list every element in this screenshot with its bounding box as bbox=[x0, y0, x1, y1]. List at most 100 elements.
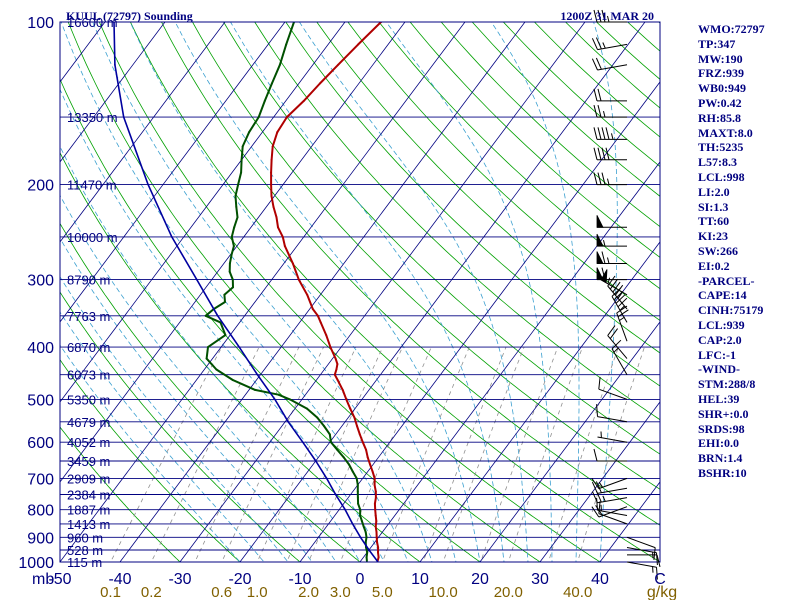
mixing-ratio-line bbox=[480, 346, 559, 562]
mixing-ratio-label: 10.0 bbox=[428, 584, 457, 600]
dewpoint-profile-segment bbox=[357, 502, 362, 511]
parcel-profile-segment bbox=[351, 523, 362, 539]
pressure-tick-label: 300 bbox=[27, 273, 54, 290]
parcel-profile-segment bbox=[147, 183, 173, 238]
dewpoint-profile-segment bbox=[342, 456, 351, 466]
dewpoint-profile-segment bbox=[293, 22, 296, 23]
moist-adiabat-line bbox=[60, 194, 337, 562]
height-label: 13350 m bbox=[67, 110, 118, 125]
sounding-index-item: PW:0.42 bbox=[698, 95, 742, 110]
wind-barb bbox=[611, 287, 628, 323]
wind-barb bbox=[593, 448, 627, 462]
wind-barb bbox=[627, 554, 661, 568]
wind-barb bbox=[593, 9, 627, 23]
temperature-profile-segment bbox=[316, 314, 322, 324]
isotherm-line bbox=[60, 22, 406, 483]
sounding-index-item: -WIND- bbox=[698, 362, 740, 377]
mixing-ratio-line bbox=[150, 346, 260, 562]
isotherm-line bbox=[479, 321, 660, 562]
sounding-index-item: LI:2.0 bbox=[698, 184, 730, 199]
height-label: 6870 m bbox=[67, 340, 110, 355]
parcel-profile-segment bbox=[334, 493, 347, 511]
dewpoint-profile-segment bbox=[219, 321, 227, 337]
dewpoint-profile-segment bbox=[230, 235, 235, 248]
dewpoint-profile-segment bbox=[207, 334, 227, 349]
dewpoint-profile-group bbox=[204, 22, 369, 562]
temperature-profile-segment bbox=[373, 496, 377, 505]
parcel-profile-segment bbox=[359, 536, 370, 551]
wind-barb bbox=[598, 376, 628, 400]
mixing-ratio-label: 3.0 bbox=[330, 584, 351, 600]
moist-adiabat-line bbox=[129, 22, 457, 562]
mixing-ratio-unit-label: g/kg bbox=[647, 584, 677, 600]
sounding-index-item: SHR+:0.0 bbox=[698, 406, 749, 421]
temperature-tick-label: -10 bbox=[288, 571, 311, 588]
wind-barb bbox=[593, 127, 627, 140]
isotherm-line bbox=[60, 22, 226, 243]
sounding-index-item: TH:5235 bbox=[698, 140, 744, 155]
height-label: 16600 m bbox=[67, 15, 118, 30]
sounding-index-item: CAP:2.0 bbox=[698, 332, 742, 347]
height-label: 10000 m bbox=[67, 230, 118, 245]
temperature-profile-segment bbox=[319, 321, 328, 337]
temperature-profile-segment bbox=[345, 398, 352, 410]
sounding-index-item: EI:0.2 bbox=[698, 258, 730, 273]
parcel-profile-segment bbox=[368, 549, 379, 562]
dewpoint-profile-segment bbox=[263, 82, 273, 102]
temperature-profile-segment bbox=[283, 245, 294, 265]
dry-adiabat-line bbox=[60, 151, 421, 562]
temperature-tick-label: -20 bbox=[228, 571, 251, 588]
temperature-profile-segment bbox=[357, 22, 382, 46]
mixing-ratio-label: 1.0 bbox=[247, 584, 268, 600]
mixing-ratio-label: 5.0 bbox=[372, 584, 393, 600]
isotherm-line bbox=[239, 22, 646, 562]
dewpoint-profile-segment bbox=[351, 470, 358, 480]
wind-barb bbox=[596, 233, 627, 247]
temperature-profile-segment bbox=[329, 346, 337, 360]
dewpoint-profile-segment bbox=[323, 425, 331, 436]
height-label: 5350 m bbox=[67, 392, 110, 407]
parcel-profile-segment bbox=[344, 508, 354, 525]
dewpoint-profile-segment bbox=[228, 270, 234, 281]
dry-adiabat-line bbox=[60, 426, 181, 562]
moist-adiabat-line bbox=[60, 344, 241, 562]
temperature-profile-segment bbox=[285, 99, 305, 119]
parcel-profile-segment bbox=[287, 420, 304, 444]
mixing-ratio-line bbox=[442, 346, 525, 562]
dewpoint-profile-segment bbox=[237, 171, 243, 186]
wind-barb bbox=[591, 57, 628, 71]
temperature-profile-segment bbox=[270, 195, 275, 208]
dewpoint-profile-segment bbox=[336, 448, 345, 459]
temperature-profile-segment bbox=[297, 278, 309, 296]
wind-barb bbox=[611, 339, 628, 375]
dewpoint-profile-segment bbox=[215, 368, 234, 381]
isotherm-line bbox=[0, 0, 4, 573]
parcel-profile-segment bbox=[196, 278, 219, 317]
temperature-profile-segment bbox=[371, 470, 376, 480]
temperature-profile-segment bbox=[380, 22, 383, 23]
sounding-index-item: L57:8.3 bbox=[698, 155, 737, 170]
mixing-ratio-line bbox=[422, 346, 507, 562]
height-label: 7763 m bbox=[67, 309, 110, 324]
sounding-index-item: BSHR:10 bbox=[698, 465, 747, 480]
height-label: 4052 m bbox=[67, 435, 110, 450]
isotherm-line bbox=[60, 22, 166, 163]
temperature-profile-segment bbox=[366, 456, 372, 466]
temperature-profile-segment bbox=[277, 226, 284, 238]
mixing-ratio-label: 40.0 bbox=[563, 584, 592, 600]
mixing-ratio-line bbox=[256, 346, 357, 562]
height-label: 8790 m bbox=[67, 273, 110, 288]
parcel-profile-segment bbox=[114, 64, 125, 118]
temperature-profile-segment bbox=[325, 334, 332, 349]
moist-adiabat-line bbox=[60, 311, 265, 562]
moist-adiabat-line bbox=[174, 22, 481, 562]
wind-barb bbox=[593, 172, 627, 186]
moist-adiabat-line bbox=[60, 276, 289, 562]
temperature-profile-segment bbox=[341, 388, 348, 401]
isotherm-line bbox=[359, 161, 660, 562]
parcel-profile-segment bbox=[122, 116, 149, 186]
sounding-index-item: CINH:75179 bbox=[698, 303, 764, 318]
sounding-index-item: LFC:-1 bbox=[698, 347, 736, 362]
wind-barb bbox=[596, 215, 627, 228]
temperature-profile-segment bbox=[271, 131, 279, 148]
